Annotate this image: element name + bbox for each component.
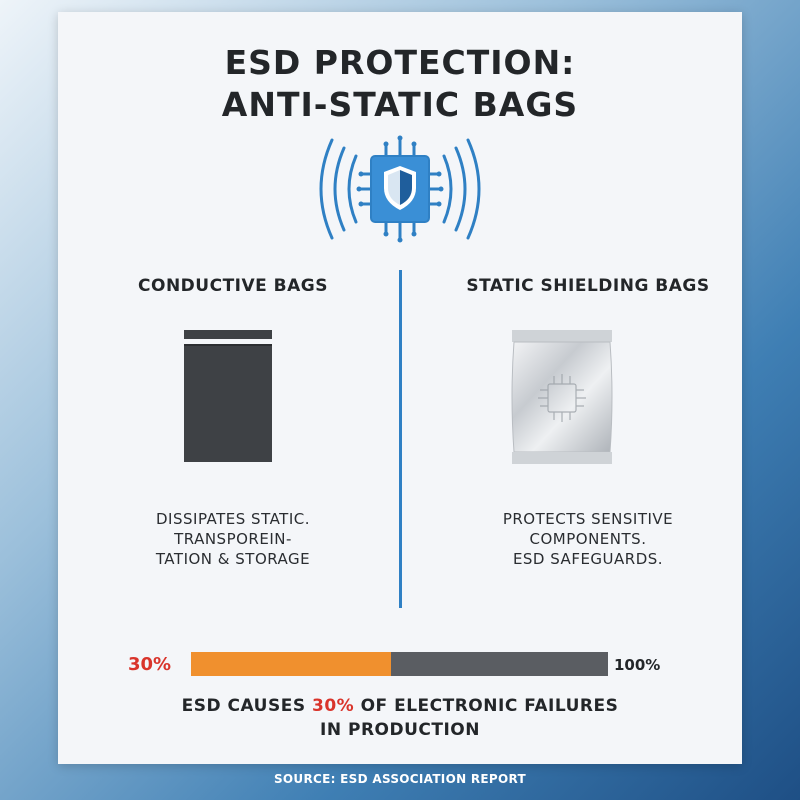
title-line-1: ESD PROTECTION: [224, 43, 576, 82]
column-divider [399, 270, 402, 608]
stat-line-2: IN PRODUCTION [320, 720, 480, 740]
shielding-bags-description: PROTECTS SENSITIVE COMPONENTS. ESD SAFEG… [443, 509, 733, 569]
shielding-bag-image [511, 330, 613, 464]
stat-highlight: 30% [311, 696, 355, 716]
source-credit: SOURCE: ESD ASSOCIATION REPORT [273, 772, 527, 786]
progress-max-label: 100% [614, 656, 661, 674]
desc-line: ESD SAFEGUARDS. [512, 550, 664, 568]
static-shielding-bags-heading: STATIC SHIELDING BAGS [466, 276, 710, 296]
progress-bar [191, 652, 608, 676]
statistic-caption: ESD CAUSES 30% OF ELECTRONIC FAILURES IN… [58, 694, 742, 742]
page-title: ESD PROTECTION: ANTI-STATIC BAGS [58, 42, 742, 126]
title-line-2: ANTI-STATIC BAGS [221, 85, 579, 124]
desc-line: DISSIPATES STATIC. [156, 510, 310, 528]
stat-line-1: ESD CAUSES 30% OF ELECTRONIC FAILURES [58, 694, 742, 718]
shield-chip-icon [319, 135, 481, 243]
progress-value-label: 30% [128, 654, 172, 675]
infographic-card: ESD PROTECTION: ANTI-STATIC BAGS [58, 12, 742, 764]
desc-line: COMPONENTS. [529, 530, 647, 548]
progress-bar-fill [191, 652, 392, 676]
desc-line: PROTECTS SENSITIVE [502, 510, 674, 528]
stat-suffix: OF ELECTRONIC FAILURES [354, 696, 619, 716]
conductive-bags-description: DISSIPATES STATIC. TRANSPOREIN- TATION &… [108, 509, 358, 569]
conductive-bags-heading: CONDUCTIVE BAGS [138, 276, 328, 296]
desc-line: TRANSPOREIN- [174, 530, 292, 548]
conductive-bag-image [184, 330, 272, 462]
desc-line: TATION & STORAGE [155, 550, 311, 568]
stat-prefix: ESD CAUSES [181, 696, 312, 716]
